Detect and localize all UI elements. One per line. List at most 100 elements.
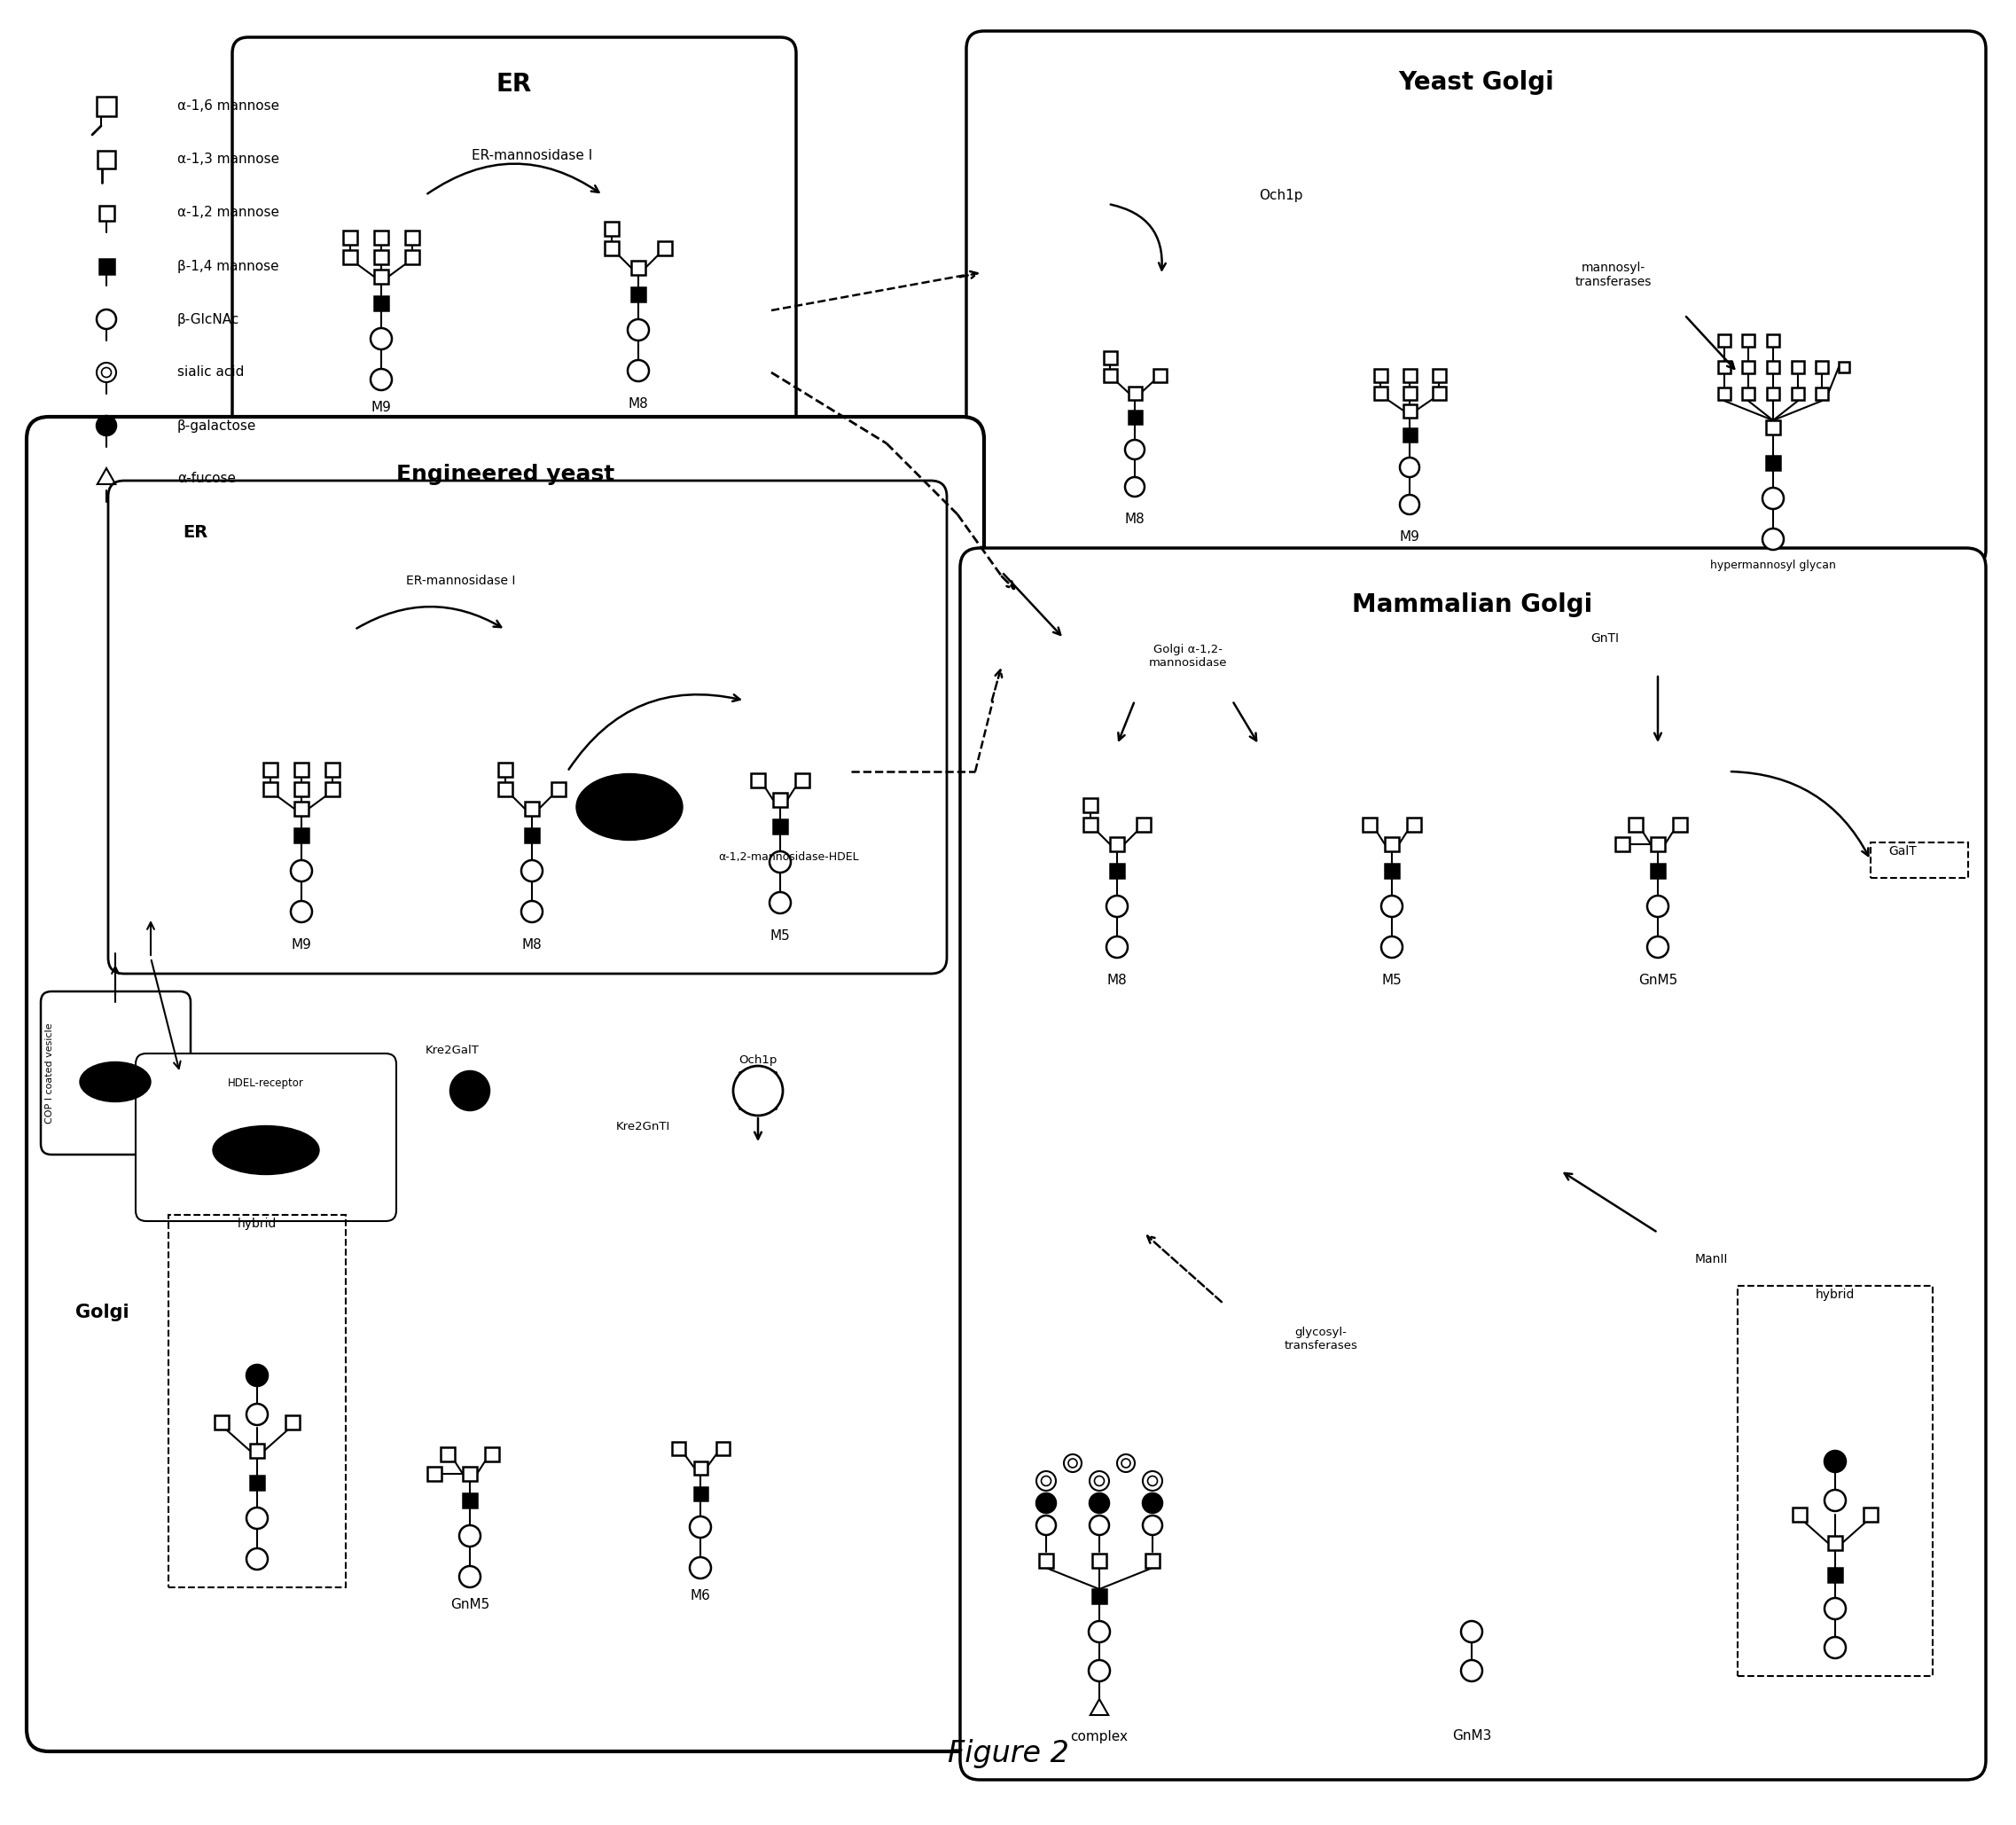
Bar [1431,369,1445,381]
Circle shape [1147,1476,1157,1486]
Bar [1871,843,1968,878]
FancyBboxPatch shape [960,548,1986,1779]
Text: Figure 2: Figure 2 [948,1739,1068,1768]
Circle shape [1143,1493,1163,1513]
Text: GnM3: GnM3 [1452,1730,1492,1743]
Bar [486,1447,500,1462]
Bar [1431,387,1445,400]
Bar [1403,403,1417,418]
Text: M9: M9 [290,938,312,951]
Circle shape [460,1526,480,1546]
Bar [1816,387,1829,400]
Text: sialic acid: sialic acid [177,365,244,380]
Text: Golgi: Golgi [75,1303,129,1321]
Bar [1093,1590,1107,1604]
Circle shape [1107,936,1127,958]
Bar [325,783,339,796]
Bar [405,230,419,245]
Bar [1742,334,1754,347]
Circle shape [450,1071,490,1110]
FancyBboxPatch shape [40,991,192,1155]
Bar [1111,838,1125,850]
Bar [1403,387,1417,400]
Circle shape [689,1517,712,1538]
Bar [657,241,671,256]
Circle shape [1036,1471,1056,1491]
Bar [524,829,538,843]
Circle shape [1040,1476,1050,1486]
Bar [375,230,389,245]
Text: Yeast Golgi: Yeast Golgi [1399,69,1554,95]
Bar [794,774,808,787]
Text: M9: M9 [1399,529,1419,544]
Bar [498,763,512,777]
Circle shape [1089,1661,1111,1681]
Bar [1615,838,1629,850]
Bar [631,287,645,301]
Bar [1829,1568,1843,1582]
Text: COP I coated vesicle: COP I coated vesicle [44,1022,54,1124]
Bar [343,250,357,265]
Bar [286,1416,300,1429]
Bar [250,1476,264,1489]
Circle shape [1762,529,1784,549]
Bar [498,783,512,796]
Circle shape [1089,1515,1109,1535]
Circle shape [1089,1493,1109,1513]
Bar [1373,387,1387,400]
Bar [1673,818,1687,832]
Circle shape [1399,495,1419,515]
Ellipse shape [577,774,683,840]
Circle shape [1647,936,1669,958]
Text: hybrid: hybrid [238,1217,276,1230]
Bar [1792,387,1804,400]
FancyBboxPatch shape [26,416,984,1752]
Text: hybrid: hybrid [1816,1288,1855,1301]
Text: ER: ER [183,524,208,540]
Bar [250,1444,264,1458]
Circle shape [1089,1471,1109,1491]
Circle shape [627,360,649,381]
Text: M8: M8 [629,396,649,411]
Circle shape [522,860,542,881]
Bar [694,1487,708,1500]
Bar [1766,361,1780,374]
Bar [1766,456,1780,471]
Bar [1403,369,1417,381]
Circle shape [1824,1451,1847,1473]
Circle shape [97,416,117,436]
Circle shape [1036,1493,1056,1513]
Circle shape [1089,1621,1111,1642]
FancyBboxPatch shape [966,31,1986,568]
Bar [1385,838,1399,850]
Text: Och1p: Och1p [738,1055,778,1066]
Bar [605,221,619,235]
Circle shape [1143,1515,1163,1535]
Bar [552,783,566,796]
Circle shape [97,363,117,381]
Circle shape [1462,1621,1482,1642]
Text: ER: ER [496,71,532,97]
Text: β-galactose: β-galactose [177,420,256,433]
Bar [1137,818,1151,832]
Text: GnTI: GnTI [1591,631,1619,644]
Bar [214,1416,228,1429]
Text: β-1,4 mannose: β-1,4 mannose [177,259,278,272]
Bar [1145,1553,1159,1568]
Bar [1129,387,1141,400]
Bar [464,1493,478,1507]
Bar [1111,863,1125,878]
Bar [1792,1507,1806,1522]
Bar [631,261,645,276]
Bar [1742,387,1754,400]
Bar [99,259,115,274]
Text: ManII: ManII [1695,1254,1728,1265]
Text: M8: M8 [522,938,542,951]
Bar [1792,361,1804,374]
Circle shape [1121,1458,1131,1467]
Bar [343,230,357,245]
Bar [427,1467,442,1480]
Bar [169,1215,347,1588]
Bar [1093,1553,1107,1568]
Bar [1829,1537,1843,1549]
